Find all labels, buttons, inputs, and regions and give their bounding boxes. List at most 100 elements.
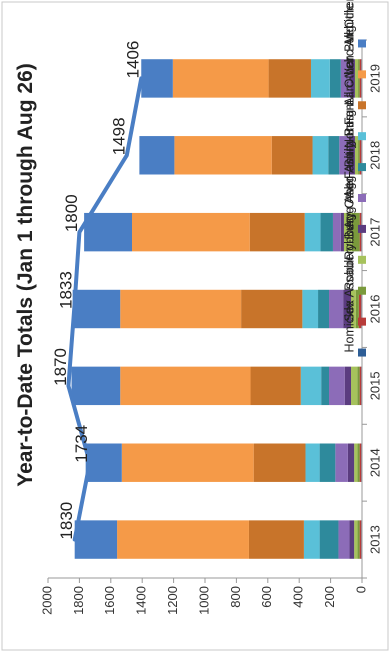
bar-segment: [318, 289, 330, 329]
legend-item: Burg-All Other: [342, 57, 366, 141]
bar-segment: [310, 59, 330, 98]
legend-swatch: [358, 224, 366, 233]
bar-segment: [329, 289, 344, 329]
total-data-label: 1833: [57, 271, 76, 309]
bar-segment: [359, 520, 362, 559]
legend-label: Agg Aslt-Family: [342, 141, 356, 229]
legend-swatch: [358, 163, 366, 172]
bar-segment: [303, 520, 320, 559]
bar-segment: [117, 520, 249, 559]
legend-item: Larc-All Other: [342, 0, 366, 79]
legend-item: Robbery-Other: [342, 177, 366, 264]
bar-segment: [174, 136, 272, 175]
value-tick-label: 1400: [134, 586, 149, 615]
total-data-label: 1734: [72, 425, 91, 463]
legend-item: Agg Aslt-NonFam: [342, 100, 366, 202]
value-tick-label: 0: [353, 586, 368, 593]
bar-segment: [332, 212, 341, 252]
value-tick-label: 2000: [39, 586, 54, 615]
legend-swatch: [358, 70, 366, 79]
legend-label: Agg Aslt-NonFam: [342, 100, 356, 198]
bar-segment: [343, 289, 352, 329]
legend-swatch: [358, 348, 366, 357]
value-tick-label: 1800: [71, 586, 86, 615]
legend-label: Robbery-Bus.: [342, 214, 356, 290]
total-line: 1830 1734 1870 1833 1800 1498 1406: [51, 41, 144, 542]
category-tick-label: 2018: [367, 141, 382, 170]
bar-segment: [72, 289, 121, 329]
bar-segment: [354, 136, 359, 175]
bar-segment: [71, 366, 121, 406]
bar-segment: [343, 212, 352, 252]
legend-item: Sex Assault: [342, 256, 366, 326]
bar-segment: [359, 443, 362, 482]
legend-item: Larc-Veh Burg: [342, 25, 366, 110]
legend-swatch: [358, 255, 366, 264]
legend-swatch: [358, 132, 366, 141]
bar-segment: [359, 59, 362, 98]
legend-label: Homicide: [342, 300, 356, 352]
bar-segment: [304, 212, 321, 252]
legend-label: Sex Assault: [342, 256, 356, 322]
category-tick-label: 2017: [367, 218, 382, 247]
bar-segment: [249, 212, 305, 252]
bar-segment: [120, 289, 242, 329]
bar-segment: [340, 212, 344, 252]
chart-title: Year-to-Date Totals (Jan 1 through Aug 2…: [14, 63, 37, 487]
legend-label: Vehicle Theft: [342, 0, 356, 43]
legend-swatch: [358, 194, 366, 202]
category-tick-label: 2016: [367, 295, 382, 324]
legend-swatch: [358, 101, 366, 110]
stacked-bars: [71, 59, 362, 559]
bar-segment: [250, 366, 301, 406]
bar-segment: [248, 520, 304, 559]
bar-segment: [319, 443, 336, 482]
bar-segment: [328, 136, 340, 175]
bar-segment: [340, 59, 351, 98]
legend-item: Agg Aslt-Family: [342, 141, 366, 233]
legend-item: Homicide: [342, 300, 366, 357]
bar-segment: [344, 366, 352, 406]
value-tick-label: 800: [228, 586, 243, 608]
value-tick-label: 200: [322, 586, 337, 608]
total-line-path: [66, 76, 144, 542]
bar-segment: [338, 520, 350, 559]
bar-segment: [302, 289, 319, 329]
bar-segment: [241, 289, 303, 329]
bar-segment: [354, 59, 359, 98]
bar-segment: [321, 366, 330, 406]
bar-segment: [359, 366, 362, 406]
bar-segment: [359, 136, 362, 175]
bar-segment: [357, 443, 360, 482]
bar-segment: [358, 289, 362, 329]
bar-segment: [358, 59, 360, 98]
bar-segment: [349, 520, 355, 559]
bar-segment: [355, 289, 359, 329]
bar-segment: [300, 366, 322, 406]
value-axis: 0 200 400 600 800 1000 1200 1400 1600 1800 2000: [39, 577, 368, 615]
bar-segment: [351, 289, 356, 329]
value-tick-label: 1200: [165, 586, 180, 615]
total-data-label: 1830: [57, 502, 76, 540]
legend-item: Burg-Res: [342, 114, 366, 172]
total-data-label: 1870: [51, 348, 70, 386]
bar-segment: [329, 366, 345, 406]
legend-swatch: [358, 317, 366, 326]
total-data-label: 1406: [124, 41, 143, 79]
bar-segment: [131, 212, 250, 252]
bar-segment: [354, 520, 358, 559]
category-tick-label: 2015: [367, 371, 382, 400]
bar-segment: [351, 212, 360, 252]
bar-segment: [253, 443, 306, 482]
legend-label: Burg-All Other: [342, 57, 356, 136]
bar-segment: [351, 366, 358, 406]
bar-segment: [121, 443, 254, 482]
bar-segment: [271, 136, 313, 175]
legend-swatch: [358, 39, 366, 48]
legend-item: Robbery-Bus.: [342, 214, 366, 295]
category-tick-label: 2019: [367, 64, 382, 93]
bar-segment: [357, 366, 360, 406]
